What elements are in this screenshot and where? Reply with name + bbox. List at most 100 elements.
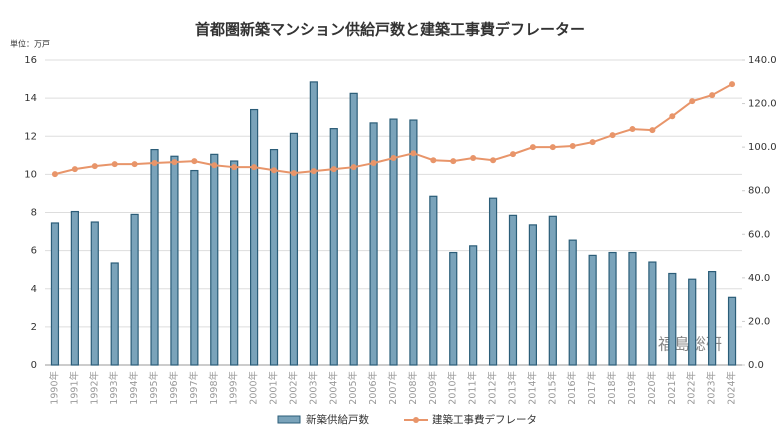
x-tick-label: 2001年 — [268, 371, 280, 405]
y2-tick-label: 140.0 — [748, 55, 777, 66]
line-point — [231, 164, 238, 171]
chart-title: 首都圏新築マンション供給戸数と建築工事費デフレーター — [195, 21, 585, 39]
y-tick-label: 10 — [24, 169, 37, 180]
line-point — [111, 161, 118, 168]
x-tick-label: 2012年 — [487, 371, 499, 405]
line-point — [410, 150, 417, 157]
x-tick-label: 1999年 — [228, 371, 240, 405]
bar — [469, 245, 478, 366]
line-point — [310, 168, 317, 175]
line-point — [91, 163, 98, 170]
bar — [150, 148, 159, 366]
line-point — [709, 92, 716, 99]
bar — [309, 81, 318, 366]
x-tick-label: 2021年 — [666, 371, 678, 405]
y2-tick-label: 100.0 — [748, 142, 777, 153]
x-tick-label: 2019年 — [626, 371, 638, 405]
legend-swatch — [413, 417, 419, 423]
bar — [190, 169, 199, 366]
y2-tick-label: 80.0 — [748, 186, 770, 197]
bar — [708, 270, 717, 366]
bar — [230, 160, 239, 366]
x-tick-label: 1990年 — [48, 371, 60, 405]
bar — [90, 221, 99, 366]
bar — [389, 118, 398, 366]
line-point — [589, 139, 596, 146]
x-tick-label: 2024年 — [726, 371, 738, 405]
line-point — [71, 166, 78, 173]
x-tick-label: 2005年 — [347, 371, 359, 405]
line-point — [629, 126, 636, 133]
x-tick-label: 2002年 — [287, 371, 299, 405]
x-tick-label: 2020年 — [646, 371, 658, 405]
y-tick-label: 14 — [24, 93, 37, 104]
bar — [588, 254, 597, 366]
x-tick-label: 2003年 — [307, 371, 319, 405]
line-point — [171, 159, 178, 166]
line-point — [509, 151, 516, 158]
x-tick-label: 2000年 — [248, 371, 260, 405]
y-tick-label: 6 — [31, 246, 37, 257]
bar — [289, 132, 299, 366]
bar — [528, 224, 538, 366]
bar — [170, 155, 179, 366]
x-tick-label: 2023年 — [706, 371, 718, 405]
line-point — [529, 144, 536, 151]
y2-tick-label: 20.0 — [748, 316, 770, 327]
x-tick-label: 2013年 — [506, 371, 518, 405]
line-point — [330, 166, 337, 173]
line-point — [649, 127, 656, 134]
bar — [50, 222, 60, 366]
y-tick-label: 2 — [31, 322, 37, 333]
bar — [488, 197, 498, 366]
bar — [429, 195, 438, 366]
y2-tick-label: 60.0 — [748, 229, 770, 240]
line-point — [689, 98, 696, 105]
line-point — [131, 161, 138, 168]
line-point — [390, 155, 397, 162]
y-tick-label: 16 — [24, 55, 37, 66]
line-point — [470, 155, 477, 162]
legend-swatch — [277, 415, 301, 424]
bar — [210, 153, 219, 366]
x-tick-label: 1995年 — [148, 371, 160, 405]
line-point — [549, 144, 556, 151]
x-tick-label: 2018年 — [606, 371, 618, 405]
x-tick-label: 2017年 — [586, 371, 598, 405]
x-tick-label: 1996年 — [168, 371, 180, 405]
bar — [568, 239, 577, 366]
bar — [130, 213, 139, 366]
line-point — [729, 81, 736, 88]
x-tick-label: 2011年 — [467, 371, 479, 405]
bar — [349, 92, 358, 366]
line-point — [290, 170, 297, 177]
bar — [269, 148, 279, 366]
x-tick-label: 2010年 — [447, 371, 459, 405]
bar — [668, 272, 677, 366]
bar — [727, 296, 737, 366]
legend-label: 建築工事費デフレータ — [432, 413, 537, 426]
line-point — [430, 157, 437, 164]
bar — [508, 214, 518, 366]
line-point — [609, 132, 616, 139]
line-point — [151, 160, 158, 167]
x-tick-label: 2015年 — [546, 371, 558, 405]
line-point — [450, 158, 457, 165]
bar — [608, 251, 617, 366]
x-tick-label: 1994年 — [128, 371, 140, 405]
x-tick-label: 2009年 — [427, 371, 439, 405]
x-tick-label: 1997年 — [188, 371, 200, 405]
line-point — [51, 171, 58, 178]
y-tick-label: 4 — [31, 284, 37, 295]
line-point — [191, 158, 198, 165]
x-tick-label: 2006年 — [367, 371, 379, 405]
bar — [110, 262, 119, 366]
x-tick-label: 2004年 — [327, 371, 339, 405]
y-tick-label: 12 — [24, 131, 37, 142]
y2-tick-label: 0.0 — [748, 360, 764, 371]
line-point — [211, 162, 218, 169]
y-tick-label: 8 — [31, 208, 37, 219]
x-tick-label: 2016年 — [566, 371, 578, 405]
y2-tick-label: 40.0 — [748, 273, 770, 284]
